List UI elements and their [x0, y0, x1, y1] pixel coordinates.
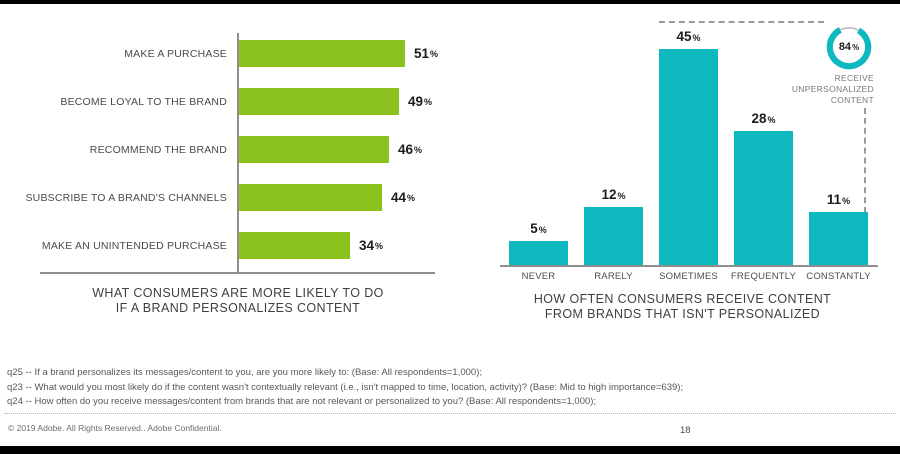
- left-chart-title-line1: WHAT CONSUMERS ARE MORE LIKELY TO DO: [92, 286, 384, 300]
- left-chart-y-axis: [237, 33, 239, 273]
- bar-label-become-loyal-to-the-brand: BECOME LOYAL TO THE BRAND: [60, 95, 227, 108]
- bar-label-recommend-the-brand: RECOMMEND THE BRAND: [89, 143, 227, 156]
- donut-badge-ring: [826, 24, 872, 70]
- bar-label-constantly: CONSTANTLY: [806, 271, 871, 282]
- bar-become-loyal-to-the-brand: [239, 88, 399, 115]
- dashed-line-vertical: [864, 108, 866, 213]
- copyright-text: © 2019 Adobe. All Rights Reserved.. Adob…: [8, 423, 222, 433]
- bar-label-frequently: FREQUENTLY: [730, 271, 797, 282]
- right-chart-baseline: [500, 265, 878, 267]
- bar-value-frequently: 28%: [751, 111, 776, 126]
- donut-badge-value: 84%: [826, 24, 872, 70]
- footnotes: q25 -- If a brand personalizes its messa…: [7, 366, 887, 410]
- bar-value-recommend-the-brand: 46%: [398, 142, 423, 157]
- left-chart-baseline: [40, 272, 435, 274]
- bar-value-constantly: 11%: [826, 192, 851, 207]
- bar-value-become-loyal-to-the-brand: 49%: [408, 94, 433, 109]
- left-chart: MAKE A PURCHASE 51% BECOME LOYAL TO THE BR…: [0, 0, 455, 330]
- badge-percent-sign: %: [852, 42, 860, 52]
- top-border-bar: [0, 0, 900, 4]
- bar-label-make-a-purchase: MAKE A PURCHASE: [124, 47, 227, 60]
- right-chart-title-line2: FROM BRANDS THAT ISN'T PERSONALIZED: [544, 306, 821, 321]
- donut-badge-label: RECEIVE UNPERSONALIZED CONTENT: [744, 73, 874, 106]
- bar-make-an-unintended-purchase: [239, 232, 350, 259]
- bar-label-subscribe-to-a-brand-s-channels: SUBSCRIBE TO A BRAND'S CHANNELS: [25, 191, 227, 204]
- bar-value-make-a-purchase: 51%: [414, 46, 439, 61]
- bottom-border-bar: [0, 446, 900, 454]
- dashed-line-horizontal: [659, 21, 824, 23]
- page-number: 18: [680, 425, 691, 436]
- bar-label-never: NEVER: [521, 271, 556, 282]
- footer-divider: [4, 413, 896, 414]
- bar-label-sometimes: SOMETIMES: [659, 271, 718, 282]
- badge-label-line1: RECEIVE: [834, 73, 874, 83]
- left-chart-title: WHAT CONSUMERS ARE MORE LIKELY TO DO IF …: [38, 286, 438, 315]
- bar-label-make-an-unintended-purchase: MAKE AN UNINTENDED PURCHASE: [41, 239, 227, 252]
- right-chart-title: HOW OFTEN CONSUMERS RECEIVE CONTENT FROM…: [480, 292, 885, 321]
- bar-label-rarely: RARELY: [594, 271, 633, 282]
- bar-value-sometimes: 45%: [676, 29, 701, 44]
- footnote-q24: q24 -- How often do you receive messages…: [7, 396, 597, 407]
- right-chart-title-line1: HOW OFTEN CONSUMERS RECEIVE CONTENT: [533, 292, 832, 306]
- badge-label-line3: CONTENT: [830, 95, 874, 105]
- badge-label-line2: UNPERSONALIZED: [791, 84, 874, 94]
- bar-recommend-the-brand: [239, 136, 389, 163]
- bar-value-rarely: 12%: [601, 187, 626, 202]
- footnote-q23: q23 -- What would you most likely do if …: [7, 381, 684, 393]
- badge-number: 84: [838, 41, 852, 53]
- right-chart: 5% NEVER 12% RARELY 45% SOMETIMES 28% FREQUENTL…: [460, 0, 900, 340]
- bar-value-subscribe-to-a-brand-s-channels: 44%: [391, 190, 416, 205]
- bar-make-a-purchase: [239, 40, 405, 67]
- bar-never: [509, 241, 568, 265]
- bar-subscribe-to-a-brand-s-channels: [239, 184, 382, 211]
- bar-value-never: 5%: [530, 221, 547, 236]
- bar-rarely: [584, 207, 643, 265]
- footnote-q25: q25 -- If a brand personalizes its messa…: [7, 367, 482, 378]
- left-chart-title-line2: IF A BRAND PERSONALIZES CONTENT: [115, 300, 361, 315]
- bar-frequently: [734, 131, 793, 265]
- bar-sometimes: [659, 49, 718, 265]
- bar-constantly: [809, 212, 868, 265]
- bar-value-make-an-unintended-purchase: 34%: [359, 238, 384, 253]
